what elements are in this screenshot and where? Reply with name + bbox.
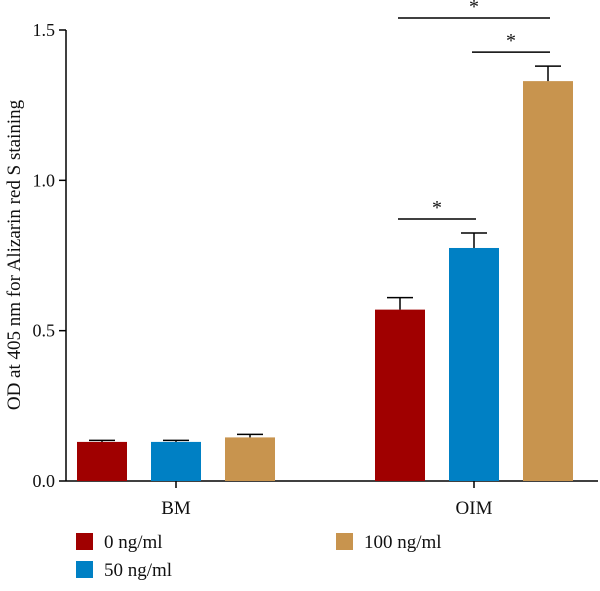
y-tick-label: 0.5 [33, 321, 56, 341]
y-tick-label: 0.0 [33, 471, 56, 491]
significance-label: * [506, 30, 516, 52]
bar [151, 441, 201, 481]
legend-swatch [76, 533, 93, 550]
legend: 0 ng/ml 50 ng/ml 100 ng/ml [76, 532, 442, 581]
y-tick-label: 1.5 [33, 20, 56, 40]
y-axis-title: OD at 405 nm for Alizarin red S staining [4, 99, 25, 410]
legend-swatch [76, 561, 93, 578]
legend-label: 0 ng/ml [104, 532, 163, 553]
legend-swatch [336, 533, 353, 550]
significance-label: * [432, 197, 442, 219]
bar [77, 441, 127, 481]
significance-label: * [469, 0, 479, 18]
bar [449, 247, 499, 481]
bar [375, 309, 425, 481]
legend-label: 50 ng/ml [104, 560, 172, 581]
y-tick-label: 1.0 [33, 170, 56, 190]
bar [523, 81, 573, 481]
x-tick-label: BM [161, 498, 191, 519]
y-axis: 0.0 0.5 1.0 1.5 [33, 20, 67, 491]
legend-label: 100 ng/ml [364, 532, 442, 553]
bar [225, 437, 275, 481]
x-axis: BM OIM [66, 480, 598, 519]
x-tick-label: OIM [456, 498, 493, 519]
